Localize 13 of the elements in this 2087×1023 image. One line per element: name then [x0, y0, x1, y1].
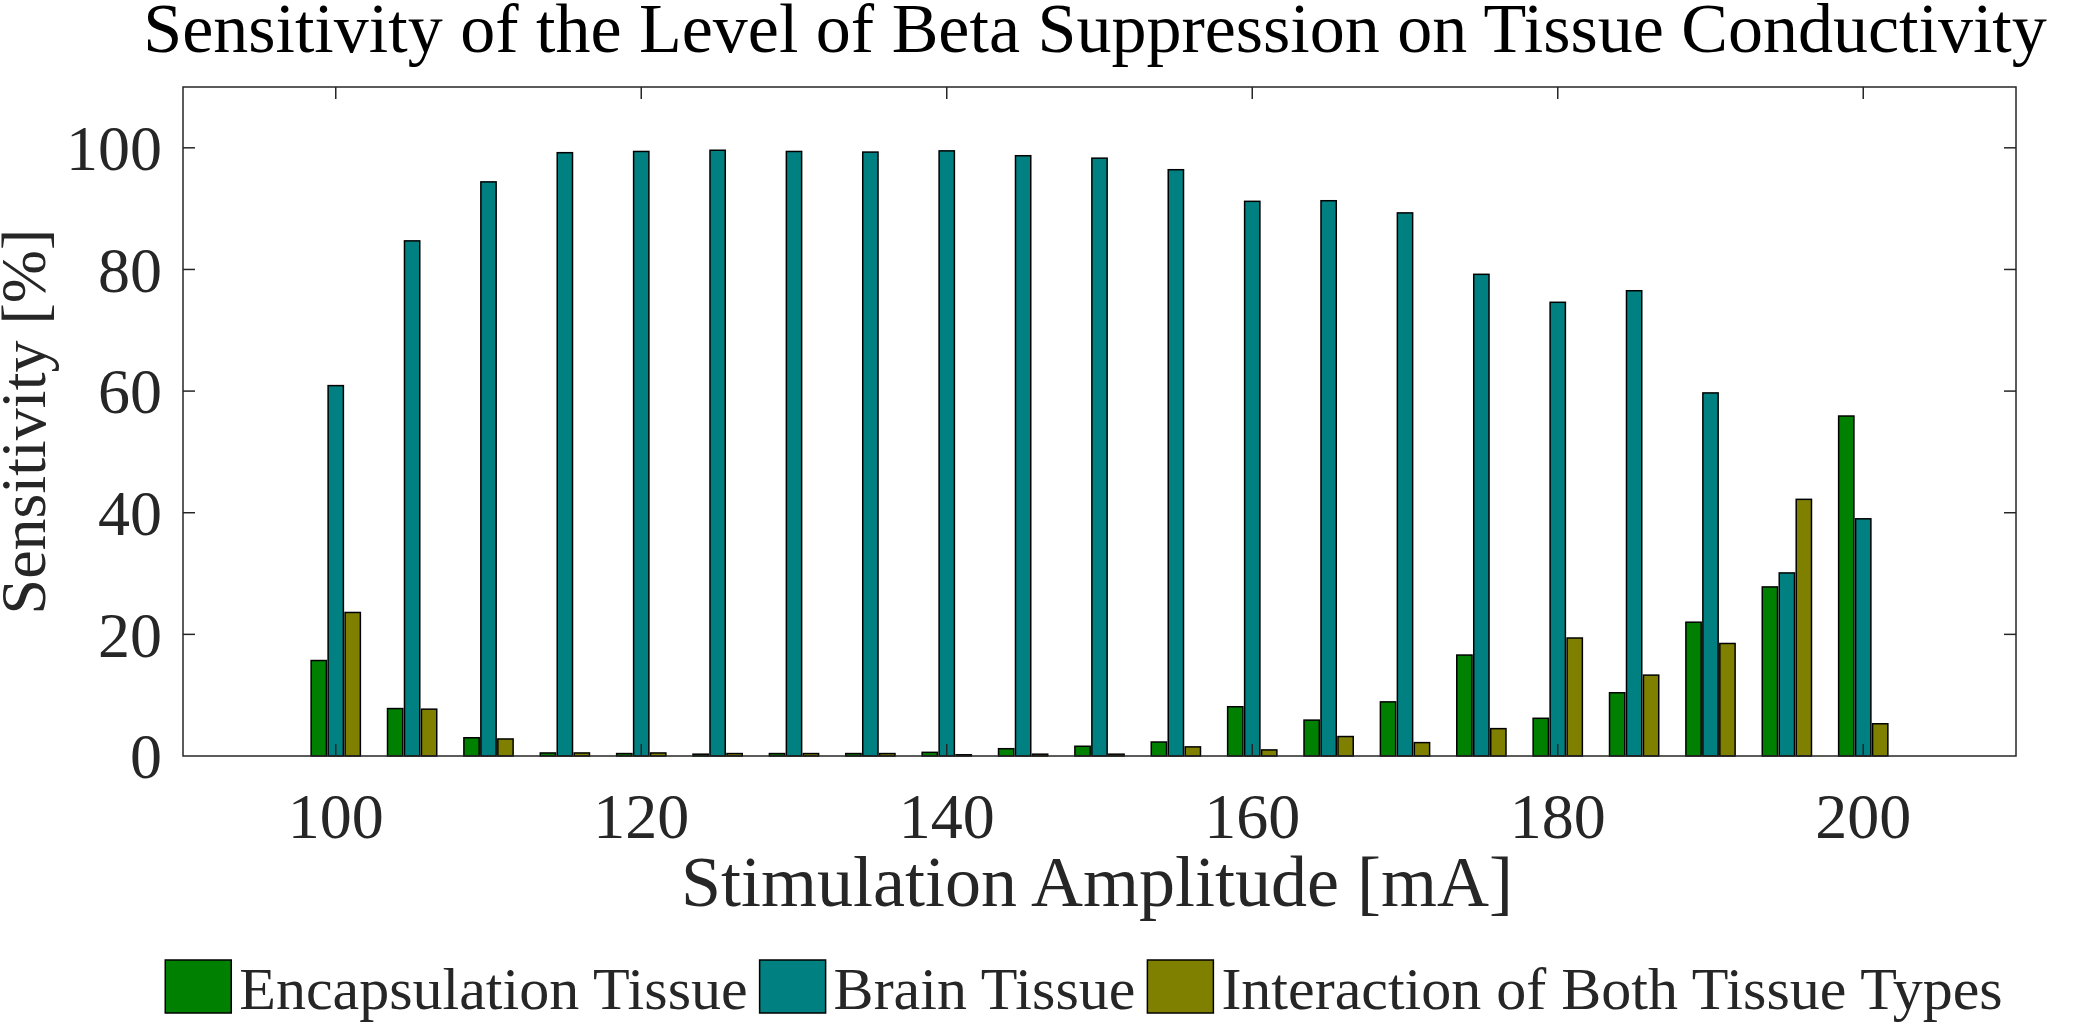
y-tick-label: 20 [98, 599, 162, 671]
y-axis-title: Sensitivity [%] [0, 228, 59, 615]
y-tick-label: 0 [130, 721, 162, 793]
legend-label: Interaction of Both Tissue Types [1221, 956, 2003, 1022]
x-tick-label: 100 [287, 781, 384, 852]
chart-title: Sensitivity of the Level of Beta Suppression on Tissue Conductivity [143, 0, 2047, 67]
y-tick-label: 100 [66, 113, 162, 185]
y-tick-label: 80 [98, 234, 162, 306]
y-tick-label: 60 [98, 356, 162, 428]
y-tick-label: 40 [98, 478, 162, 550]
legend-label: Encapsulation Tissue [239, 956, 748, 1022]
x-tick-label: 200 [1815, 781, 1912, 852]
legend-label: Brain Tissue [833, 956, 1136, 1022]
